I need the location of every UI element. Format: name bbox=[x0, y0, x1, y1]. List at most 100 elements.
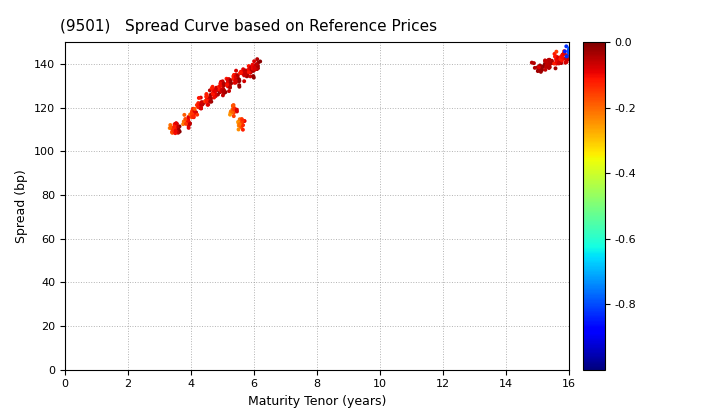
Point bbox=[239, 118, 251, 124]
Point bbox=[228, 73, 239, 80]
Point bbox=[184, 120, 196, 127]
Point bbox=[168, 125, 180, 131]
Point bbox=[166, 129, 178, 135]
Point bbox=[561, 58, 572, 65]
Point bbox=[229, 105, 240, 112]
Point bbox=[238, 66, 249, 73]
Point bbox=[540, 59, 552, 66]
Point bbox=[168, 129, 180, 136]
Point bbox=[248, 66, 259, 72]
Point bbox=[227, 102, 238, 109]
Point bbox=[557, 51, 569, 58]
Point bbox=[204, 97, 215, 104]
Point bbox=[205, 95, 217, 102]
Point bbox=[542, 63, 554, 70]
Point bbox=[231, 106, 243, 113]
Point bbox=[536, 65, 548, 71]
Point bbox=[218, 82, 230, 89]
Point bbox=[227, 108, 238, 115]
Point bbox=[223, 76, 235, 83]
Point bbox=[215, 80, 226, 87]
Point bbox=[222, 81, 234, 88]
Point bbox=[174, 123, 185, 130]
Point bbox=[180, 121, 192, 127]
Point bbox=[242, 72, 253, 79]
Point bbox=[195, 105, 207, 111]
Point bbox=[166, 124, 177, 131]
Text: (9501)   Spread Curve based on Reference Prices: (9501) Spread Curve based on Reference P… bbox=[60, 19, 437, 34]
Point bbox=[187, 113, 199, 120]
Point bbox=[171, 121, 183, 127]
Point bbox=[167, 129, 179, 136]
Point bbox=[559, 59, 571, 66]
Point bbox=[233, 77, 245, 84]
Point bbox=[245, 68, 256, 75]
Point bbox=[197, 100, 208, 106]
Point bbox=[557, 51, 568, 58]
Point bbox=[227, 106, 238, 113]
Point bbox=[184, 121, 195, 128]
Point bbox=[197, 101, 208, 108]
Point bbox=[536, 66, 547, 72]
X-axis label: Maturity Tenor (years): Maturity Tenor (years) bbox=[248, 395, 386, 408]
Point bbox=[565, 52, 577, 59]
Point bbox=[553, 57, 564, 64]
Point bbox=[240, 72, 252, 79]
Point bbox=[204, 94, 216, 101]
Point bbox=[187, 113, 199, 120]
Point bbox=[243, 68, 255, 75]
Point bbox=[532, 68, 544, 74]
Point bbox=[168, 124, 180, 131]
Point bbox=[551, 58, 562, 65]
Point bbox=[202, 94, 213, 101]
Point bbox=[570, 52, 582, 59]
Point bbox=[248, 66, 260, 73]
Point bbox=[226, 109, 238, 116]
Point bbox=[544, 56, 555, 63]
Point bbox=[251, 62, 262, 68]
Point bbox=[558, 50, 570, 57]
Point bbox=[207, 91, 219, 97]
Point bbox=[219, 81, 230, 88]
Point bbox=[533, 64, 544, 71]
Point bbox=[238, 68, 250, 75]
Point bbox=[222, 82, 234, 89]
Point bbox=[204, 87, 215, 94]
Point bbox=[194, 104, 206, 110]
Point bbox=[171, 127, 183, 134]
Point bbox=[217, 81, 229, 88]
Point bbox=[202, 101, 213, 108]
Point bbox=[247, 61, 258, 68]
Point bbox=[167, 126, 179, 133]
Point bbox=[186, 108, 198, 115]
Point bbox=[168, 125, 180, 132]
Point bbox=[182, 119, 194, 126]
Point bbox=[539, 58, 551, 65]
Point bbox=[228, 75, 239, 82]
Point bbox=[251, 66, 263, 72]
Point bbox=[180, 119, 192, 126]
Point bbox=[171, 121, 182, 127]
Point bbox=[544, 61, 556, 68]
Point bbox=[550, 65, 562, 72]
Point bbox=[234, 70, 246, 76]
Point bbox=[536, 67, 548, 74]
Point bbox=[238, 78, 250, 84]
Point bbox=[248, 73, 259, 79]
Point bbox=[222, 79, 234, 85]
Point bbox=[246, 66, 258, 73]
Point bbox=[246, 64, 257, 71]
Point bbox=[195, 105, 207, 112]
Point bbox=[234, 121, 246, 128]
Point bbox=[221, 81, 233, 88]
Point bbox=[546, 58, 558, 64]
Point bbox=[190, 110, 202, 116]
Point bbox=[170, 129, 181, 135]
Point bbox=[536, 64, 547, 71]
Point bbox=[534, 62, 546, 69]
Point bbox=[212, 91, 224, 98]
Point bbox=[193, 94, 204, 101]
Point bbox=[201, 97, 212, 104]
Point bbox=[213, 83, 225, 90]
Point bbox=[526, 59, 538, 66]
